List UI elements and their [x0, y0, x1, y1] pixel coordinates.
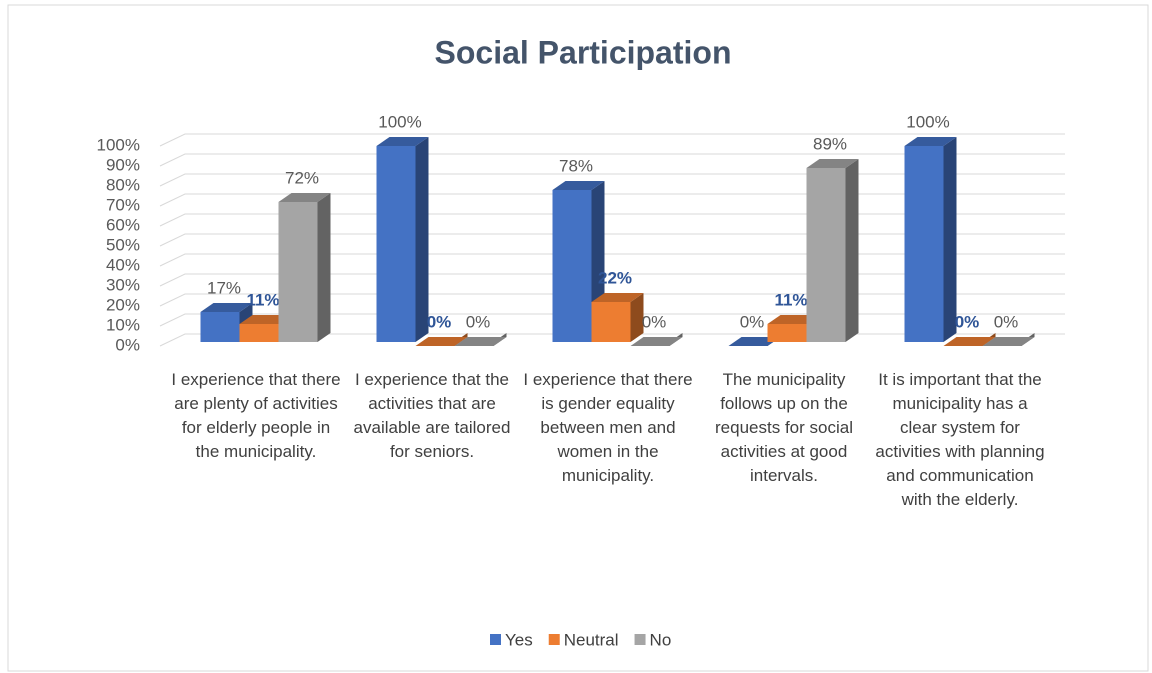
- chart-title: Social Participation: [435, 34, 732, 70]
- x-tick-label: I experience that there are plenty of ac…: [171, 370, 341, 461]
- data-label: 22%: [598, 268, 632, 287]
- data-label: 0%: [466, 312, 491, 331]
- y-tick-label: 20%: [106, 295, 140, 314]
- bar: [630, 333, 683, 346]
- data-label: 89%: [813, 134, 847, 153]
- data-label: 100%: [906, 112, 949, 131]
- bar-top: [591, 293, 644, 302]
- bar-top: [454, 337, 507, 346]
- bar-front: [376, 146, 416, 342]
- bar-front: [552, 190, 592, 342]
- legend-swatch: [548, 634, 560, 645]
- bar-front: [904, 146, 944, 342]
- legend-label: Yes: [505, 630, 533, 649]
- bar-side: [317, 193, 331, 342]
- grid-line: [159, 153, 1065, 167]
- y-tick-label: 50%: [106, 235, 140, 254]
- y-tick-label: 70%: [106, 195, 140, 214]
- grid-line: [159, 253, 1065, 267]
- y-tick-label: 0%: [115, 335, 140, 354]
- grid-line: [159, 313, 1065, 327]
- grid-line: [159, 133, 1065, 147]
- grid-line: [159, 193, 1065, 207]
- bar-front: [591, 302, 631, 342]
- y-tick-label: 30%: [106, 275, 140, 294]
- bar-side: [943, 137, 957, 342]
- y-tick-label: 40%: [106, 255, 140, 274]
- grid-line: [159, 293, 1065, 307]
- bar-top: [943, 337, 996, 346]
- data-label: 11%: [774, 290, 807, 309]
- data-label: 0%: [642, 312, 667, 331]
- bar-side: [845, 159, 859, 342]
- y-tick-label: 100%: [97, 135, 140, 154]
- bar-front: [278, 202, 318, 342]
- x-tick-label: I experience that there is gender equali…: [523, 370, 693, 485]
- grid-line: [159, 233, 1065, 247]
- bar: [904, 137, 957, 342]
- bar-top: [904, 137, 957, 146]
- bar: [982, 333, 1035, 346]
- bar-top: [278, 193, 331, 202]
- y-tick-label: 80%: [106, 175, 140, 194]
- bar: [454, 333, 507, 346]
- bar: [415, 333, 468, 346]
- x-tick-label: It is important that the municipality ha…: [875, 370, 1045, 509]
- bar-front: [200, 312, 240, 342]
- bar-top: [552, 181, 605, 190]
- bar-top: [376, 137, 429, 146]
- x-tick-label: The municipality follows up on the reque…: [715, 370, 853, 485]
- data-label: 11%: [246, 290, 279, 309]
- bar-top: [806, 159, 859, 168]
- data-label: 0%: [994, 312, 1019, 331]
- data-label: 0%: [427, 312, 452, 331]
- y-tick-label: 90%: [106, 155, 140, 174]
- bar-side: [630, 293, 644, 342]
- legend-label: Neutral: [564, 630, 619, 649]
- data-label: 0%: [740, 312, 765, 331]
- y-tick-label: 60%: [106, 215, 140, 234]
- bar: [376, 137, 429, 342]
- legend-swatch: [490, 634, 501, 645]
- grid-line: [159, 273, 1065, 287]
- bar-front: [806, 168, 846, 342]
- bar-side: [415, 137, 429, 342]
- x-tick-label: I experience that the activities that ar…: [353, 370, 511, 461]
- legend-swatch: [634, 634, 646, 645]
- bar-top: [415, 337, 468, 346]
- bar-top: [630, 337, 683, 346]
- bar: [591, 293, 644, 342]
- bar-front: [239, 324, 279, 342]
- bar: [806, 159, 859, 342]
- data-label: 0%: [955, 312, 980, 331]
- bar: [943, 333, 996, 346]
- data-label: 78%: [559, 156, 593, 175]
- data-label: 17%: [207, 278, 241, 297]
- bar-top: [982, 337, 1035, 346]
- data-label: 72%: [285, 168, 319, 187]
- legend-label: No: [650, 630, 672, 649]
- bar-top: [200, 303, 253, 312]
- bar-front: [767, 324, 807, 342]
- grid-line: [159, 173, 1065, 187]
- grid-line: [159, 213, 1065, 227]
- data-label: 100%: [378, 112, 421, 131]
- y-tick-label: 10%: [106, 315, 140, 334]
- bar: [278, 193, 331, 342]
